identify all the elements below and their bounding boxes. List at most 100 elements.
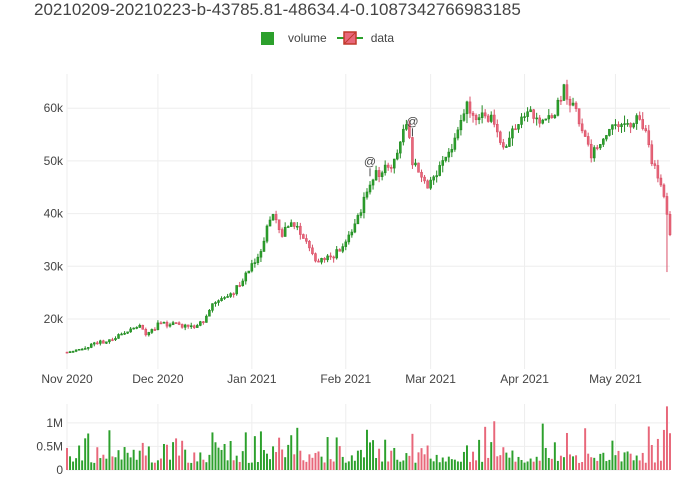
candle-body <box>92 342 96 345</box>
volume-bar <box>359 449 362 470</box>
candle-body <box>538 117 541 124</box>
candle-body <box>665 196 669 215</box>
candle-body <box>408 124 411 138</box>
candle-body <box>177 322 181 325</box>
y-tick-label: 20k <box>44 312 64 326</box>
volume-bar <box>614 455 617 470</box>
candle-body <box>623 123 626 125</box>
volume-bar <box>596 460 599 470</box>
volume-bar <box>381 461 384 470</box>
candle-body <box>114 338 117 341</box>
x-tick-label: Mar 2021 <box>405 372 456 386</box>
volume-bar <box>159 458 162 470</box>
volume-bar <box>132 449 135 470</box>
candle-body <box>614 124 617 126</box>
volume-bar <box>114 457 117 470</box>
candle-body <box>635 115 638 124</box>
volume-bar <box>399 461 402 470</box>
volume-bar <box>117 450 120 470</box>
candle-body <box>220 298 223 301</box>
candle-body <box>108 339 111 343</box>
volume-bar <box>538 460 541 470</box>
x-tick-label: Dec 2020 <box>132 372 184 386</box>
candle-body <box>259 251 263 258</box>
candle-body <box>89 343 93 348</box>
volume-bar <box>650 445 653 470</box>
candle-body <box>547 115 551 120</box>
candle-body <box>571 102 575 106</box>
candle-body <box>392 158 396 169</box>
candle-body <box>553 115 557 118</box>
volume-bar <box>662 429 665 470</box>
volume-bar <box>587 453 590 470</box>
candle-body <box>311 247 314 254</box>
candle-body <box>189 325 193 328</box>
candle-body <box>380 172 384 177</box>
volume-bar <box>217 447 220 470</box>
candle-body <box>411 137 414 166</box>
volume-bar <box>259 431 262 470</box>
legend-item-data[interactable]: data <box>336 31 394 45</box>
volume-bar <box>129 457 132 470</box>
candle-body <box>283 226 287 237</box>
candle-body <box>368 184 372 193</box>
volume-bar <box>269 459 271 470</box>
volume-bar <box>647 426 650 470</box>
volume-bar <box>150 462 153 470</box>
candle-body <box>544 118 548 121</box>
legend-item-volume[interactable]: volume <box>259 31 327 45</box>
candle-body <box>362 196 366 213</box>
candle-body <box>344 241 348 247</box>
volume-bar <box>356 450 359 470</box>
volume-bar <box>659 460 662 470</box>
volume-bar <box>220 449 223 470</box>
volume-bar <box>347 461 350 470</box>
volume-bar <box>235 455 238 470</box>
candle-body <box>250 263 254 272</box>
candle-body <box>277 219 281 230</box>
candle-body <box>129 328 132 333</box>
volume-bar <box>653 462 656 470</box>
candle-body <box>550 115 554 118</box>
volume-bar <box>256 462 259 470</box>
candle-body <box>556 99 560 116</box>
volume-bar <box>635 455 638 470</box>
volume-bar <box>626 451 629 470</box>
volume-bar <box>232 460 235 470</box>
candle-body <box>459 120 463 131</box>
candle-body <box>156 322 160 330</box>
candle-body <box>289 222 293 227</box>
candle-body <box>247 270 251 274</box>
volume-bar <box>372 440 375 470</box>
volume-bar <box>605 461 608 470</box>
volume-grid <box>66 404 670 471</box>
candle-body <box>214 302 217 304</box>
volume-bar <box>456 461 459 470</box>
candle-body <box>268 219 272 227</box>
candle-body <box>286 226 290 228</box>
candle-body <box>499 131 502 143</box>
candle-body <box>77 348 81 351</box>
volume-bar <box>87 433 90 470</box>
candle-body <box>126 331 129 334</box>
volume-bar <box>99 458 102 470</box>
candle-body <box>144 328 148 336</box>
candle-body <box>186 324 190 327</box>
volume-bar <box>544 447 547 470</box>
volume-bar <box>166 444 168 470</box>
candle-body <box>199 321 202 326</box>
volume-bar <box>569 454 571 470</box>
volume-bar <box>93 462 96 470</box>
volume-bar <box>562 457 565 470</box>
candle-body <box>83 348 87 350</box>
volume-bar <box>535 456 538 470</box>
volume-bar <box>459 461 462 470</box>
volume-bar <box>305 461 308 470</box>
volume-bar <box>81 460 84 470</box>
volume-bar <box>487 457 490 470</box>
volume-bar <box>281 449 284 470</box>
candle-body <box>314 253 317 262</box>
candle-body <box>599 144 602 149</box>
volume-bar <box>284 457 287 470</box>
